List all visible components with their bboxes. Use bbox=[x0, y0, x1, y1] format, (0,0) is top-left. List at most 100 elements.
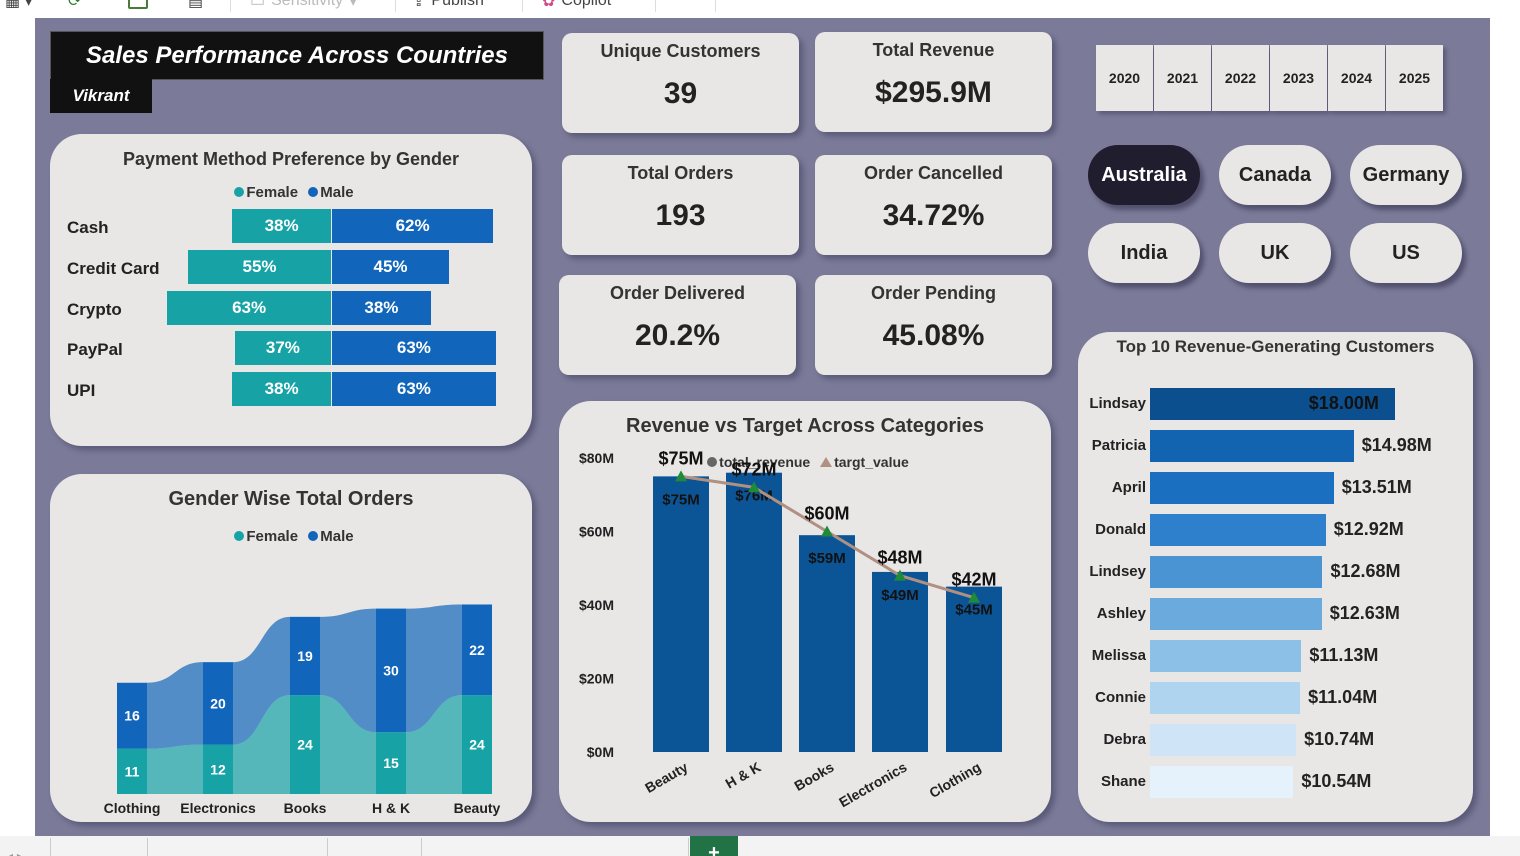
country-canada[interactable]: Canada bbox=[1219, 145, 1331, 205]
customer-bar bbox=[1150, 640, 1302, 672]
kpi-value: 193 bbox=[655, 199, 706, 232]
table-icon[interactable]: ▤ bbox=[188, 0, 204, 10]
payment-method-card: Payment Method Preference by Gender Fema… bbox=[50, 134, 532, 446]
female-value-label: 24 bbox=[469, 737, 485, 753]
male-value-label: 20 bbox=[210, 695, 226, 711]
female-ribbon bbox=[233, 695, 290, 794]
scroll-arrows-icon[interactable]: ◂ ▸ bbox=[6, 848, 24, 856]
legend-female-dot bbox=[234, 187, 245, 197]
year-2021[interactable]: 2021 bbox=[1154, 45, 1211, 111]
category-label: Clothing bbox=[104, 800, 161, 816]
country-uk[interactable]: UK bbox=[1219, 223, 1331, 283]
revenue-bar bbox=[726, 472, 782, 752]
category-label: UPI bbox=[67, 381, 96, 401]
year-2025[interactable]: 2025 bbox=[1386, 45, 1443, 111]
gender-orders-card: Gender Wise Total Orders Female Male 11 1… bbox=[50, 474, 532, 822]
female-bar: 38% bbox=[232, 209, 331, 243]
male-ribbon bbox=[406, 604, 462, 733]
shield-icon: ▭ bbox=[250, 0, 266, 10]
female-bar: 38% bbox=[232, 372, 331, 407]
year-2023[interactable]: 2023 bbox=[1270, 45, 1327, 111]
kpi-label: Order Delivered bbox=[609, 283, 746, 303]
male-bar bbox=[117, 682, 147, 749]
female-value-label: 15 bbox=[383, 755, 399, 771]
customer-bar bbox=[1150, 724, 1297, 756]
male-bar: 62% bbox=[332, 209, 494, 243]
country-germany[interactable]: Germany bbox=[1350, 145, 1462, 205]
revenue-value-label: $75M bbox=[662, 491, 700, 508]
category-label: H & K bbox=[372, 800, 410, 816]
sensitivity-label: Sensitivity bbox=[271, 0, 344, 9]
female-value-label: 24 bbox=[297, 737, 313, 753]
male-ribbon bbox=[147, 662, 203, 749]
customer-name: Lindsey bbox=[1089, 563, 1146, 580]
male-bar bbox=[203, 662, 233, 745]
customer-name: Connie bbox=[1095, 689, 1146, 706]
revenue-bar bbox=[653, 476, 709, 752]
customer-value-label: $11.13M bbox=[1309, 645, 1379, 665]
copilot-label: Copilot bbox=[561, 0, 612, 9]
customer-name: Patricia bbox=[1091, 437, 1146, 454]
target-marker bbox=[821, 525, 833, 537]
legend: Female Male bbox=[50, 528, 532, 545]
male-bar: 38% bbox=[332, 290, 431, 325]
customer-name: Lindsay bbox=[1089, 395, 1146, 412]
insert-sheet-icon[interactable] bbox=[128, 0, 148, 9]
country-australia[interactable]: Australia bbox=[1088, 145, 1200, 205]
female-bar bbox=[203, 744, 233, 794]
y-tick-label: $80M bbox=[579, 450, 614, 466]
legend: total_revenue targt_value bbox=[559, 454, 1051, 470]
male-value-label: 30 bbox=[383, 662, 399, 678]
publish-label: Publish bbox=[431, 0, 484, 9]
target-value-label: $75M bbox=[658, 448, 703, 468]
female-ribbon bbox=[406, 695, 462, 794]
female-bar bbox=[290, 695, 320, 794]
legend-revenue-label: total_revenue bbox=[719, 454, 811, 470]
publish-button[interactable]: ⇪ Publish bbox=[412, 0, 484, 11]
excel-toolbar: ▦ ▾ ⟳ ▤ ▭ Sensitivity ▾ ⇪ Publish ✿ Copilot bbox=[0, 0, 1520, 18]
kpi-total-revenue: Total Revenue $295.9M bbox=[815, 32, 1052, 132]
chart-title: Top 10 Revenue-Generating Customers bbox=[1116, 337, 1435, 356]
kpi-value: 39 bbox=[663, 77, 698, 110]
copilot-button[interactable]: ✿ Copilot bbox=[542, 0, 611, 11]
refresh-icon[interactable]: ⟳ bbox=[68, 0, 82, 10]
sensitivity-button[interactable]: ▭ Sensitivity ▾ bbox=[250, 0, 357, 11]
customer-name: Shane bbox=[1100, 773, 1146, 790]
legend-male-dot bbox=[308, 531, 319, 541]
country-us[interactable]: US bbox=[1350, 223, 1462, 283]
year-2024[interactable]: 2024 bbox=[1328, 45, 1385, 111]
customer-value-label: $10.54M bbox=[1301, 771, 1372, 791]
customer-bar bbox=[1150, 598, 1322, 630]
category-label: Beauty bbox=[642, 759, 691, 796]
legend-male-label: Male bbox=[320, 184, 354, 201]
year-2022[interactable]: 2022 bbox=[1212, 45, 1269, 111]
legend: Female Male bbox=[50, 184, 532, 201]
legend-female-dot bbox=[234, 531, 245, 541]
country-india[interactable]: India bbox=[1088, 223, 1200, 283]
category-label: Electronics bbox=[180, 800, 256, 816]
copilot-icon: ✿ bbox=[542, 0, 556, 10]
female-bar: 37% bbox=[234, 331, 331, 366]
category-label: Beauty bbox=[454, 800, 501, 816]
kpi-total-orders: Total Orders 193 bbox=[562, 155, 799, 255]
dashboard-canvas: Sales Performance Across Countries Vikra… bbox=[35, 18, 1490, 836]
chart-title: Gender Wise Total Orders bbox=[168, 488, 414, 510]
female-bar: 55% bbox=[188, 249, 331, 284]
category-label: PayPal bbox=[67, 340, 123, 360]
category-label: Cash bbox=[67, 218, 109, 237]
male-value-label: 22 bbox=[469, 642, 485, 658]
year-2020[interactable]: 2020 bbox=[1096, 45, 1153, 111]
customer-name: Debra bbox=[1103, 731, 1146, 748]
legend-revenue-dot bbox=[707, 457, 718, 467]
female-bar: 63% bbox=[167, 290, 331, 325]
gender-orders-chart: 11 16 Clothing 12 20 Electronics 24 19 Books 15 30… bbox=[104, 604, 501, 816]
target-marker bbox=[968, 591, 980, 603]
customer-bar bbox=[1150, 682, 1301, 714]
year-slicer: 2020 2021 2022 2023 2024 2025 bbox=[1096, 45, 1443, 111]
kpi-label: Unique Customers bbox=[600, 41, 761, 61]
add-sheet-button[interactable]: + bbox=[690, 836, 738, 856]
customer-bar bbox=[1150, 514, 1326, 546]
grid-icon[interactable]: ▦ ▾ bbox=[5, 0, 33, 10]
customer-bar bbox=[1150, 430, 1354, 462]
kpi-label: Order Pending bbox=[870, 283, 996, 303]
